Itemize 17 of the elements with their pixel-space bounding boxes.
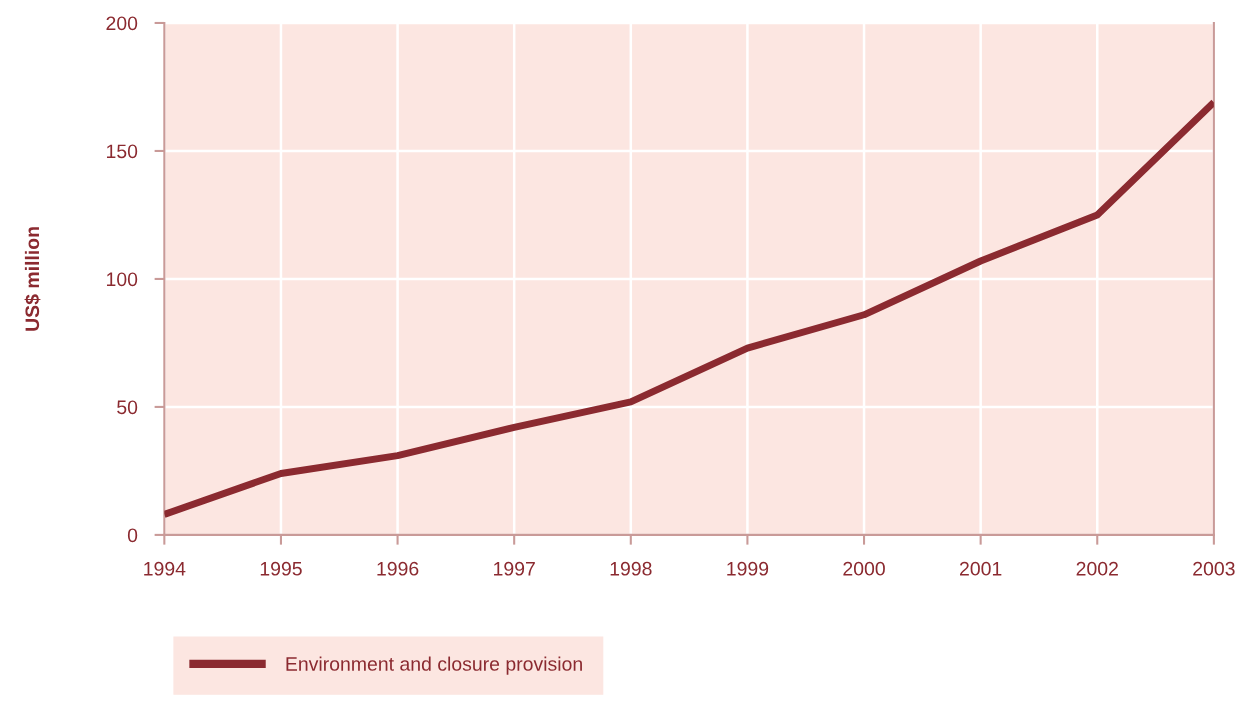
x-tick-label: 2000 — [843, 561, 885, 576]
y-tick-label: 200 — [106, 16, 138, 31]
x-tick-label: 2001 — [960, 561, 1002, 576]
y-tick-label: 0 — [127, 528, 138, 543]
x-tick-label: 2003 — [1193, 561, 1235, 576]
x-tick-label: 1996 — [377, 561, 419, 576]
y-tick-label: 150 — [106, 144, 138, 159]
y-tick-label: 50 — [117, 400, 138, 415]
x-tick-label: 1994 — [144, 561, 186, 576]
x-tick-label: 1999 — [727, 561, 769, 576]
y-axis-title: US$ million — [24, 227, 41, 331]
y-tick-label: 100 — [106, 272, 138, 287]
x-tick-label: 2002 — [1076, 561, 1118, 576]
legend-label: Environment and closure provision — [286, 656, 582, 675]
x-tick-label: 1997 — [494, 561, 535, 576]
x-tick-label: 1998 — [610, 561, 652, 576]
x-tick-label: 1995 — [260, 561, 302, 576]
